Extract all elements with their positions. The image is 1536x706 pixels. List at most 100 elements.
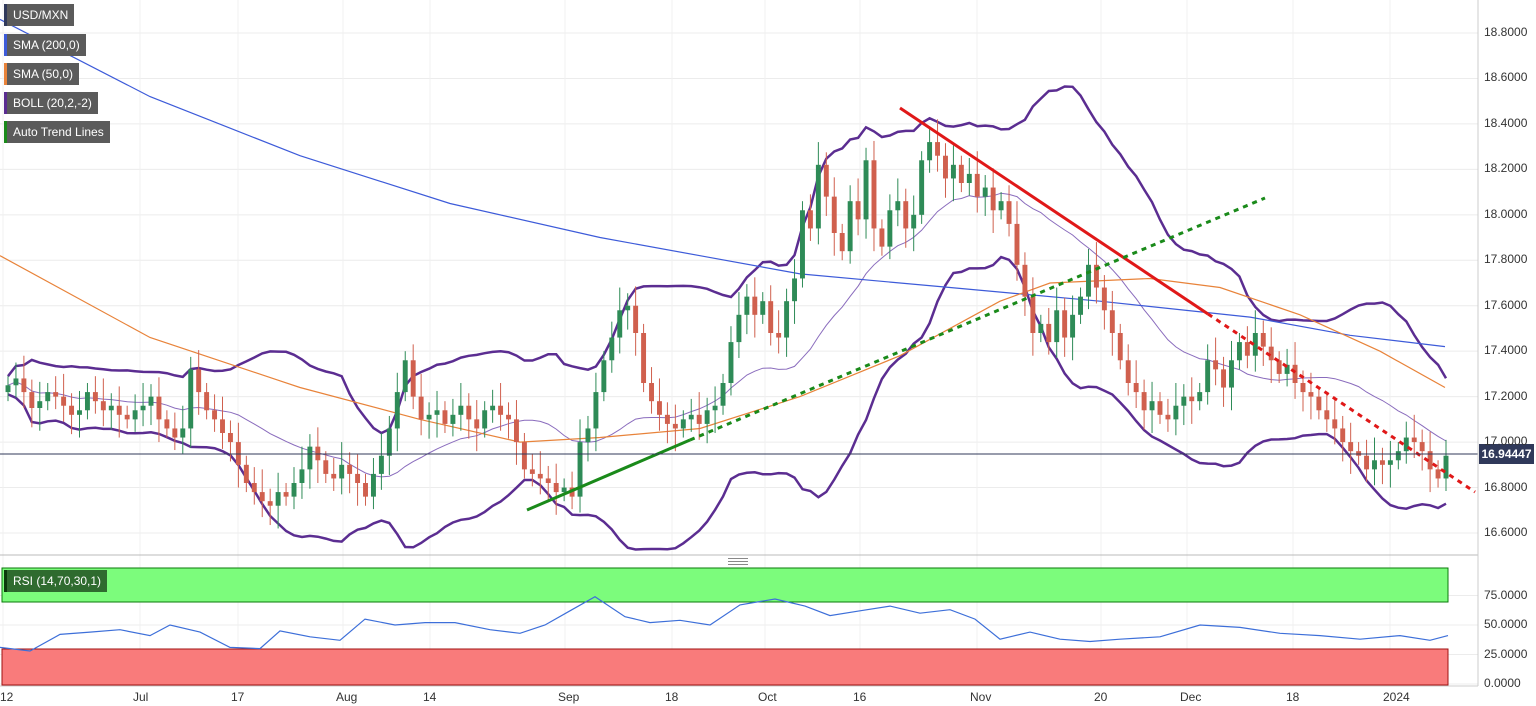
- candle-body: [911, 214, 917, 229]
- candle-body: [1006, 201, 1012, 224]
- legend-swatch: [4, 4, 7, 26]
- uptrend-line-green: [526, 438, 691, 512]
- candle-body: [887, 210, 893, 247]
- legend-label: RSI (14,70,30,1): [13, 574, 102, 588]
- candle-body: [410, 360, 416, 397]
- x-tick-label: Dec: [1180, 690, 1202, 704]
- candle-body: [776, 333, 782, 338]
- candle-body: [370, 473, 376, 497]
- legend-sma50[interactable]: SMA (50,0): [4, 63, 80, 85]
- y-tick-label: 18.6000: [1484, 70, 1528, 85]
- candle-body: [498, 405, 504, 415]
- candle-body: [339, 464, 345, 479]
- y-tick-label: 17.4000: [1484, 343, 1528, 358]
- candle-body: [307, 446, 313, 470]
- candle-body: [617, 310, 623, 338]
- x-tick-label: 16: [853, 690, 867, 704]
- last-price-tag: 16.94447: [1479, 444, 1534, 464]
- candle-body: [736, 314, 742, 343]
- candle-body: [418, 396, 424, 420]
- candle-body: [1189, 396, 1195, 402]
- candle-body: [1443, 455, 1449, 479]
- candle-body: [633, 305, 639, 333]
- candle-body: [188, 369, 194, 429]
- downtrend-line-red: [899, 106, 1209, 316]
- candle-body: [363, 483, 368, 497]
- candle-body: [943, 155, 948, 179]
- candle-body: [196, 369, 202, 393]
- rsi-y-tick-label: 25.0000: [1484, 646, 1528, 661]
- candle-body: [21, 378, 27, 393]
- x-tick-label: 2024: [1383, 690, 1410, 704]
- panel-resize-handle[interactable]: [728, 558, 748, 565]
- candle-body: [331, 473, 337, 479]
- candle-body: [831, 196, 837, 233]
- candle-body: [688, 414, 694, 420]
- candle-body: [227, 433, 233, 443]
- candle-body: [386, 428, 392, 456]
- candle-body: [879, 228, 885, 247]
- candle-body: [1054, 310, 1060, 343]
- candle-body: [958, 164, 964, 183]
- candle-body: [394, 392, 400, 429]
- y-tick-label: 18.4000: [1484, 115, 1528, 130]
- legend-auto-trend-lines[interactable]: Auto Trend Lines: [4, 121, 110, 143]
- legend-label: BOLL (20,2,-2): [13, 96, 92, 110]
- candle-body: [1141, 392, 1147, 411]
- candle-body: [1062, 310, 1068, 338]
- candle-body: [1387, 460, 1393, 465]
- candle-body: [982, 187, 988, 197]
- bollinger-lower: [7, 255, 1447, 551]
- x-tick-label: 18: [665, 690, 679, 704]
- candle-body: [927, 142, 933, 161]
- candle-body: [1372, 460, 1377, 470]
- candle-body: [1284, 364, 1290, 374]
- legend-sma200[interactable]: SMA (200,0): [4, 34, 86, 56]
- candle-body: [950, 164, 956, 179]
- candle-body: [966, 173, 972, 183]
- candle-body: [1292, 364, 1298, 383]
- x-tick-label: Jul: [133, 690, 149, 704]
- candle-body: [148, 396, 154, 406]
- candle-body: [323, 460, 329, 474]
- candle-body: [1356, 451, 1362, 456]
- candle-body: [1244, 342, 1250, 356]
- legend-rsi[interactable]: RSI (14,70,30,1): [4, 570, 108, 592]
- candle-body: [784, 301, 790, 338]
- y-tick-label: 17.8000: [1484, 252, 1528, 267]
- candle-body: [1340, 428, 1346, 443]
- candle-body: [212, 410, 218, 420]
- candle-body: [521, 442, 527, 470]
- candle-body: [1093, 264, 1099, 288]
- sma50-path: [0, 255, 1446, 443]
- legend-boll[interactable]: BOLL (20,2,-2): [4, 92, 98, 114]
- sma200-line: [0, 18, 1446, 348]
- candle-body: [267, 501, 273, 506]
- x-tick-label: Nov: [970, 690, 992, 704]
- legend-title-usdmxn[interactable]: USD/MXN: [4, 4, 75, 26]
- candle-body: [1149, 401, 1155, 411]
- x-tick-label: 20: [1094, 690, 1108, 704]
- candle-body: [657, 401, 662, 415]
- candle-body: [140, 405, 146, 411]
- candle-body: [998, 201, 1004, 211]
- candle-body: [251, 483, 257, 493]
- downtrend-line-red-dotted: [1207, 312, 1476, 494]
- legend-swatch: [4, 63, 7, 85]
- candle-body: [84, 392, 90, 411]
- candle-body: [704, 410, 710, 424]
- x-tick-label: Aug: [336, 690, 358, 704]
- rsi-y-tick-label: 75.0000: [1484, 587, 1528, 602]
- uptrend-line-green-dotted: [689, 196, 1266, 442]
- candle-body: [1268, 346, 1274, 361]
- candle-body: [29, 392, 35, 408]
- candle-body: [1252, 333, 1258, 356]
- y-tick-label: 18.8000: [1484, 25, 1528, 39]
- candle-body: [935, 142, 940, 156]
- candle-body: [482, 410, 488, 429]
- candle-body: [585, 428, 591, 443]
- candle-body: [13, 378, 19, 386]
- candle-body: [1197, 392, 1203, 402]
- candle-body: [1014, 223, 1020, 265]
- x-tick-label: 17: [231, 690, 245, 704]
